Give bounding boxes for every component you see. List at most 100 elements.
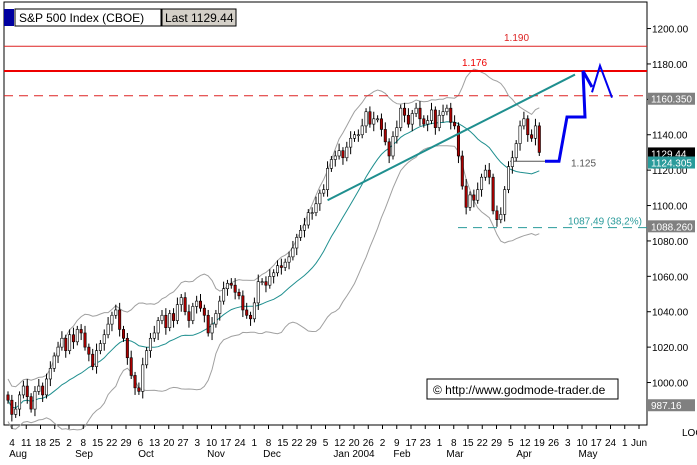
- x-month-label: Apr: [516, 449, 532, 460]
- candle-body: [433, 109, 437, 128]
- price-tag-bg: [648, 92, 695, 105]
- candle: [214, 309, 218, 328]
- candle: [114, 304, 118, 319]
- candle: [379, 113, 383, 137]
- y-axis-corner-label: LOG: [682, 428, 697, 439]
- candle-body: [391, 136, 395, 157]
- candle-body: [533, 125, 537, 139]
- x-month-label: Feb: [393, 449, 411, 460]
- candle: [399, 104, 403, 132]
- candle-body: [295, 237, 299, 249]
- candle: [83, 325, 87, 351]
- candle-body: [426, 120, 430, 125]
- candle-body: [333, 155, 337, 160]
- candle-body: [464, 185, 468, 208]
- candle: [125, 332, 129, 365]
- candle: [87, 343, 91, 362]
- candle: [376, 115, 380, 123]
- candle: [476, 182, 480, 204]
- candle: [229, 278, 233, 289]
- candle-body: [33, 391, 37, 410]
- x-tick-label: 24: [605, 438, 617, 449]
- y-tick-label: 1040.00: [652, 308, 689, 319]
- level-label: 1087,49 (38,2%): [568, 217, 642, 228]
- candle: [310, 207, 314, 220]
- candle-body: [352, 134, 356, 139]
- candle: [422, 115, 426, 128]
- x-tick-label: 1: [437, 438, 443, 449]
- candle-body: [195, 300, 199, 307]
- candle-body: [118, 309, 122, 330]
- candle-body: [95, 350, 99, 367]
- candle: [260, 278, 264, 286]
- candle: [245, 302, 249, 319]
- candle-body: [91, 353, 95, 367]
- candle-body: [283, 261, 287, 268]
- price-tag: 1160.350: [648, 92, 695, 106]
- candle-body: [514, 143, 518, 159]
- candle: [264, 276, 268, 293]
- x-tick-label: 15: [92, 438, 104, 449]
- candle-body: [225, 283, 229, 290]
- x-month-label: Sep: [75, 449, 93, 460]
- candle-body: [272, 272, 276, 277]
- candle: [299, 225, 303, 241]
- x-tick-label: 17: [591, 438, 603, 449]
- candle: [225, 279, 229, 296]
- last-label: Last: [165, 11, 188, 25]
- x-tick-label: 29: [306, 438, 318, 449]
- x-tick-label: 9: [394, 438, 400, 449]
- candle: [75, 325, 79, 346]
- candle-body: [406, 114, 410, 125]
- candle-body: [318, 192, 322, 205]
- candle: [10, 394, 14, 422]
- x-month-label: Mar: [446, 449, 464, 460]
- price-tag: 1129.44: [648, 147, 695, 160]
- candle: [472, 189, 476, 208]
- x-tick-label: 2: [380, 438, 386, 449]
- candle-body: [537, 125, 541, 153]
- candle: [172, 308, 176, 328]
- candle-body: [21, 385, 25, 396]
- price-tag-bg: [648, 220, 695, 233]
- candle-body: [372, 118, 376, 125]
- candle: [14, 401, 18, 418]
- candle: [145, 347, 149, 369]
- candle-body: [252, 302, 256, 320]
- x-tick-label: 29: [120, 438, 132, 449]
- candle: [141, 357, 145, 399]
- x-tick-label: 17: [405, 438, 417, 449]
- price-tag-label: 1124.305: [651, 159, 692, 170]
- candle: [302, 217, 306, 238]
- candle: [156, 317, 160, 341]
- candle: [403, 102, 407, 123]
- candle: [71, 327, 75, 349]
- candle-body: [518, 125, 522, 144]
- candle-body: [199, 300, 203, 309]
- candle-body: [83, 332, 87, 348]
- candle-body: [133, 375, 137, 389]
- forecast-path: [545, 70, 594, 163]
- candle-body: [148, 337, 152, 351]
- candle-body: [468, 194, 472, 208]
- candle-body: [399, 107, 403, 128]
- candle-body: [510, 157, 514, 167]
- candle: [514, 140, 518, 162]
- candle-body: [52, 355, 56, 369]
- candle: [418, 101, 422, 126]
- candle: [433, 106, 437, 135]
- candle-body: [403, 107, 407, 116]
- candle-body: [37, 385, 41, 392]
- candle-body: [487, 169, 491, 178]
- candle-body: [526, 118, 530, 136]
- x-tick-label: 20: [163, 438, 175, 449]
- x-tick-label: 22: [477, 438, 489, 449]
- candle: [175, 297, 179, 325]
- x-tick-label: 22: [106, 438, 118, 449]
- candle: [368, 106, 372, 128]
- x-month-label: Oct: [138, 449, 154, 460]
- x-tick-label: 10: [576, 438, 588, 449]
- candle-body: [530, 134, 534, 139]
- candle-body: [418, 107, 422, 120]
- horizontal-levels: 1.190 1.176 1087,49 (38,2%) 1.125: [4, 33, 647, 229]
